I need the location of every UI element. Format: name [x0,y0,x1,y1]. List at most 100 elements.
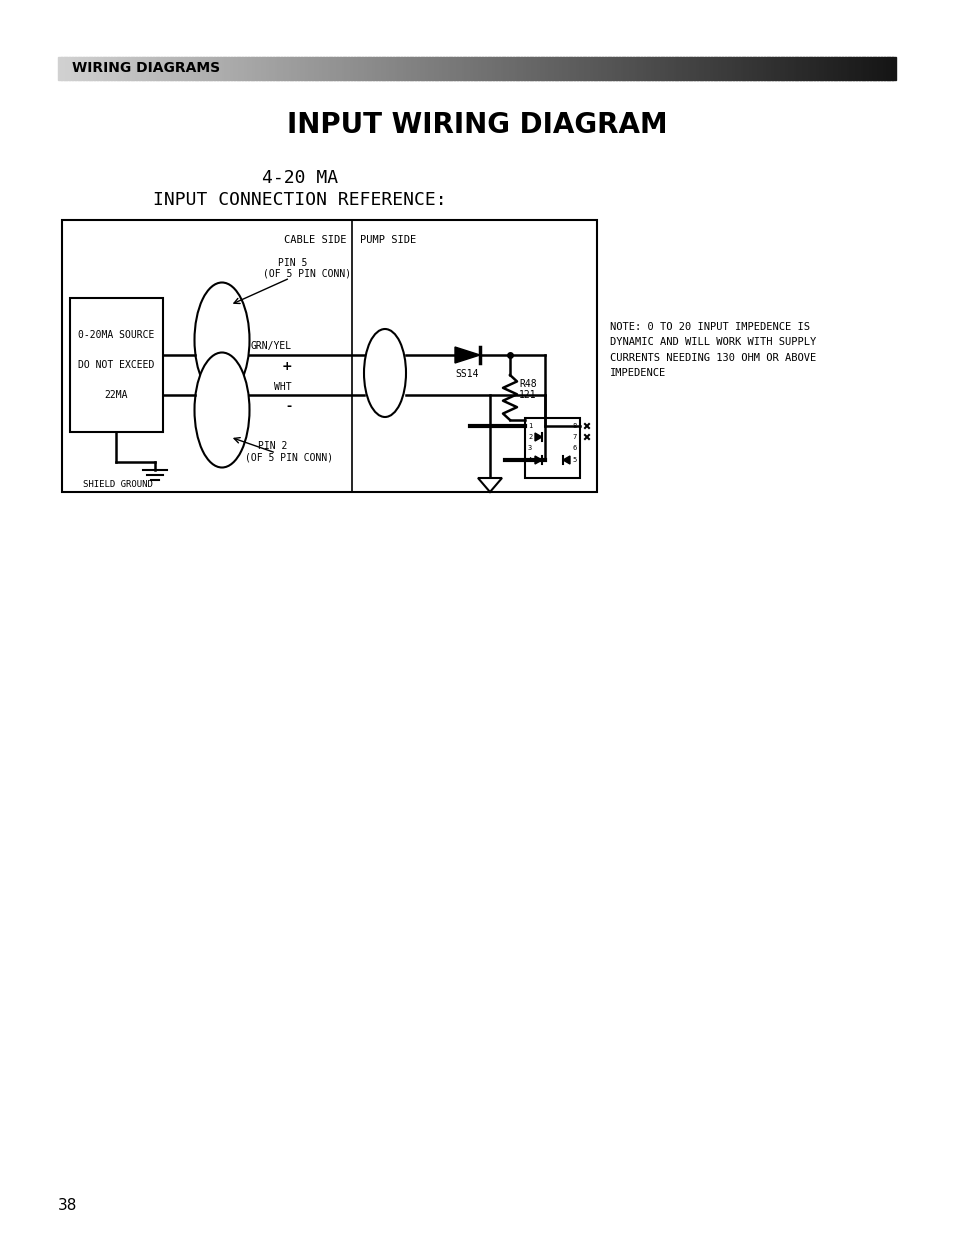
Bar [571,57,575,80]
Bar [300,57,304,80]
Bar [354,57,357,80]
Bar [819,57,822,80]
Bar [621,57,625,80]
Text: -: - [287,400,292,412]
Text: 3: 3 [527,445,532,451]
Bar [142,57,146,80]
Bar [582,57,586,80]
Text: 0-20MA SOURCE

DO NOT EXCEED

22MA: 0-20MA SOURCE DO NOT EXCEED 22MA [78,331,154,400]
Text: 6: 6 [572,445,577,451]
Bar [94,57,98,80]
Bar [108,57,112,80]
Bar [487,57,491,80]
Bar [746,57,750,80]
Bar [91,57,95,80]
Bar [481,57,485,80]
Bar [574,57,578,80]
Bar [740,57,744,80]
Polygon shape [562,456,569,464]
Bar [306,57,310,80]
Bar [493,57,497,80]
Bar [810,57,814,80]
Bar [367,57,371,80]
Bar [432,57,436,80]
Bar [662,57,666,80]
Bar [183,57,187,80]
Bar [236,57,240,80]
Bar [228,57,232,80]
Bar [671,57,675,80]
Text: CABLE SIDE: CABLE SIDE [284,235,347,245]
Bar [735,57,739,80]
Bar [278,57,282,80]
Bar [520,57,524,80]
Bar [618,57,622,80]
Bar [855,57,859,80]
Bar [326,57,330,80]
Bar [710,57,714,80]
Text: 8: 8 [572,424,577,429]
Bar [716,57,720,80]
Bar [517,57,521,80]
Polygon shape [477,478,501,492]
Bar [769,57,773,80]
Bar [362,57,366,80]
Bar [103,57,107,80]
Bar [707,57,711,80]
Bar [613,57,617,80]
Bar [253,57,256,80]
Bar [490,57,494,80]
Bar [738,57,741,80]
Bar [888,57,892,80]
Bar [640,57,644,80]
Bar [106,57,109,80]
Bar [170,57,173,80]
Bar [150,57,153,80]
Bar [86,57,90,80]
Bar [264,57,268,80]
Bar [292,57,295,80]
Bar [755,57,759,80]
Bar [331,57,335,80]
Bar [593,57,597,80]
Bar [866,57,870,80]
Bar [384,57,388,80]
Bar [164,57,168,80]
Bar [71,57,75,80]
Bar [841,57,845,80]
Bar [356,57,360,80]
Bar [577,57,580,80]
Bar [891,57,895,80]
Bar [375,57,379,80]
Bar [328,57,332,80]
Bar [791,57,795,80]
Bar [62,220,597,492]
Text: PIN 5: PIN 5 [277,258,307,268]
Bar [758,57,761,80]
Bar [378,57,382,80]
Bar [312,57,315,80]
Bar [697,57,700,80]
Bar [474,57,477,80]
Bar [524,417,579,478]
Bar [390,57,394,80]
Bar [61,57,65,80]
Bar [872,57,876,80]
Bar [649,57,653,80]
Bar [659,57,663,80]
Bar [598,57,602,80]
Bar [833,57,837,80]
Bar [161,57,165,80]
Text: 4-20 MA: 4-20 MA [262,169,337,186]
Bar [881,57,884,80]
Bar [261,57,265,80]
Bar [403,57,407,80]
Bar [178,57,182,80]
Bar [616,57,619,80]
Bar [844,57,847,80]
Bar [231,57,234,80]
Bar [568,57,572,80]
Bar [585,57,589,80]
Bar [699,57,702,80]
Bar [551,57,555,80]
